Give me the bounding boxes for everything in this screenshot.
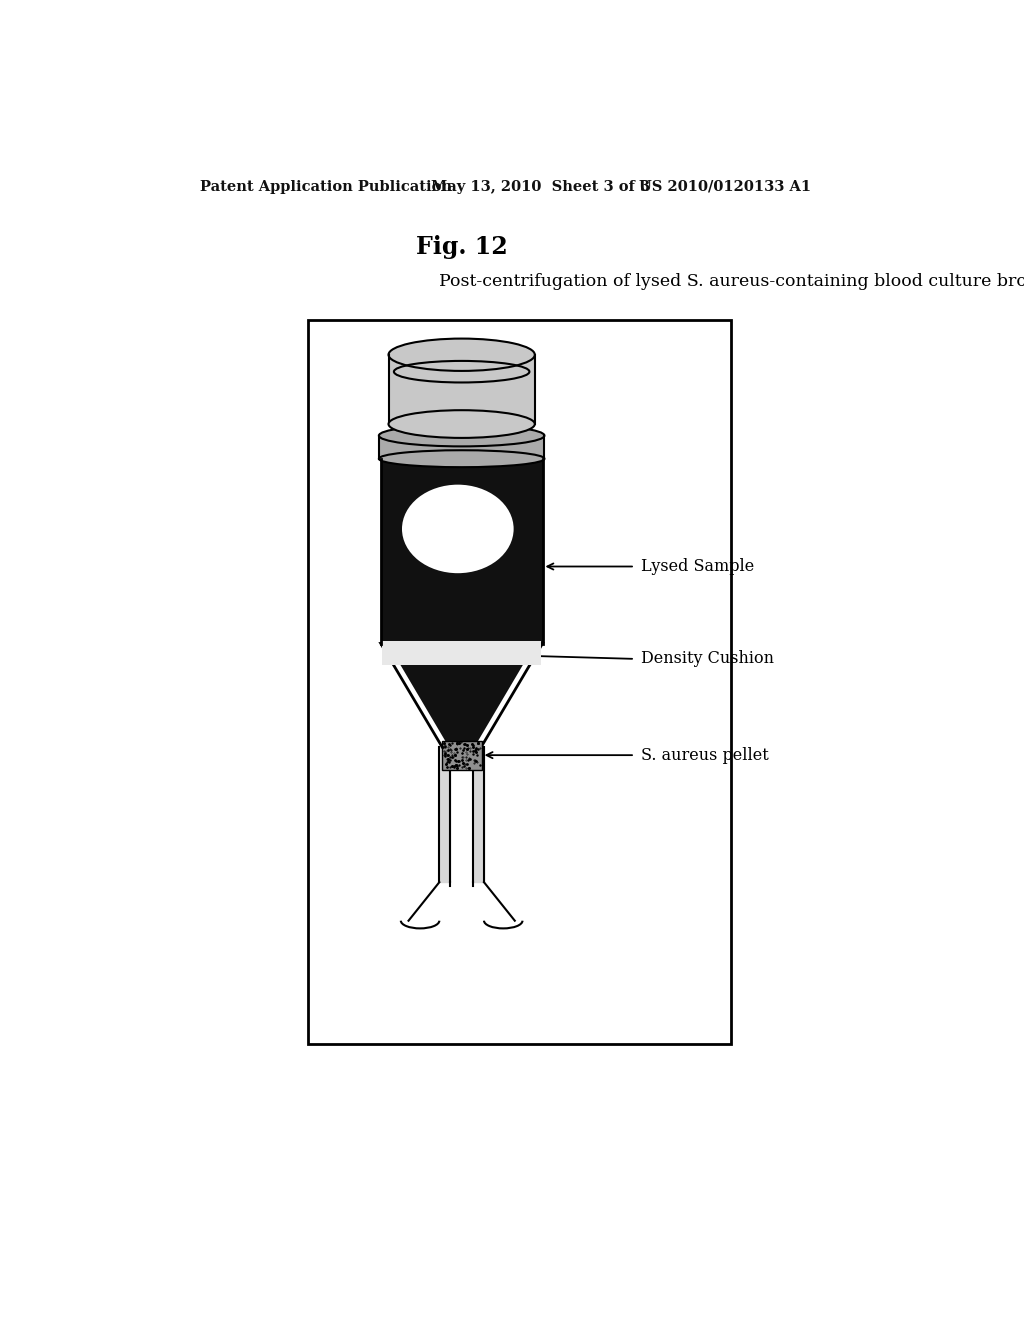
Ellipse shape	[402, 484, 514, 573]
Text: Lysed Sample: Lysed Sample	[641, 558, 755, 576]
Text: Post-centrifugation of lysed S. aureus-containing blood culture broth: Post-centrifugation of lysed S. aureus-c…	[438, 273, 1024, 290]
Text: Patent Application Publication: Patent Application Publication	[200, 180, 452, 194]
Text: Density Cushion: Density Cushion	[641, 651, 774, 668]
Ellipse shape	[379, 425, 545, 446]
Polygon shape	[390, 644, 534, 665]
Text: S. aureus pellet: S. aureus pellet	[641, 747, 769, 764]
Bar	[307, 321, 731, 1044]
Polygon shape	[390, 647, 534, 742]
Text: May 13, 2010  Sheet 3 of 3: May 13, 2010 Sheet 3 of 3	[431, 180, 650, 194]
Bar	[381, 459, 543, 644]
Ellipse shape	[379, 450, 545, 467]
Bar	[441, 741, 481, 770]
Ellipse shape	[388, 339, 535, 371]
Polygon shape	[473, 747, 484, 882]
Polygon shape	[439, 747, 451, 882]
Ellipse shape	[388, 411, 535, 438]
Bar	[382, 642, 541, 665]
Polygon shape	[381, 644, 543, 747]
Bar	[379, 436, 545, 459]
Text: US 2010/0120133 A1: US 2010/0120133 A1	[639, 180, 811, 194]
Text: Fig. 12: Fig. 12	[416, 235, 508, 259]
Bar	[388, 355, 535, 424]
